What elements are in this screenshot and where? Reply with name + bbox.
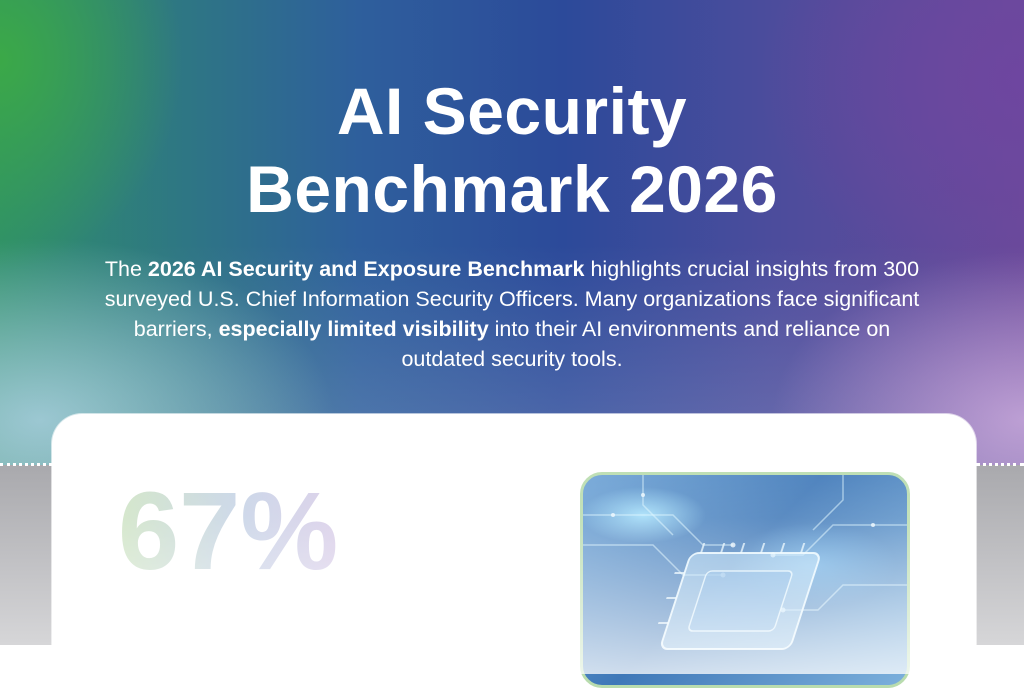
ai-chip-image	[580, 472, 910, 688]
intro-paragraph: The 2026 AI Security and Exposure Benchm…	[92, 254, 932, 374]
intro-middle: highlights crucial insights from 300 sur…	[104, 257, 920, 341]
title-line-2: Benchmark 2026	[246, 152, 778, 226]
intro-emphasis: especially limited visibility	[218, 317, 489, 341]
stat-value: 67%	[118, 470, 339, 593]
intro-lead: The	[104, 257, 148, 281]
title-line-1: AI Security	[336, 74, 688, 148]
intro-tail: into their AI environments and reliance …	[401, 317, 891, 371]
ai-chip-icon	[583, 475, 907, 650]
dotted-divider-left	[0, 463, 52, 466]
stat-card: 67%	[52, 414, 976, 688]
dotted-divider-right	[976, 463, 1024, 466]
intro-benchmark-name: 2026 AI Security and Exposure Benchmark	[147, 257, 585, 281]
hero-banner	[0, 0, 1024, 465]
page-title: AI Security Benchmark 2026	[0, 72, 1024, 228]
